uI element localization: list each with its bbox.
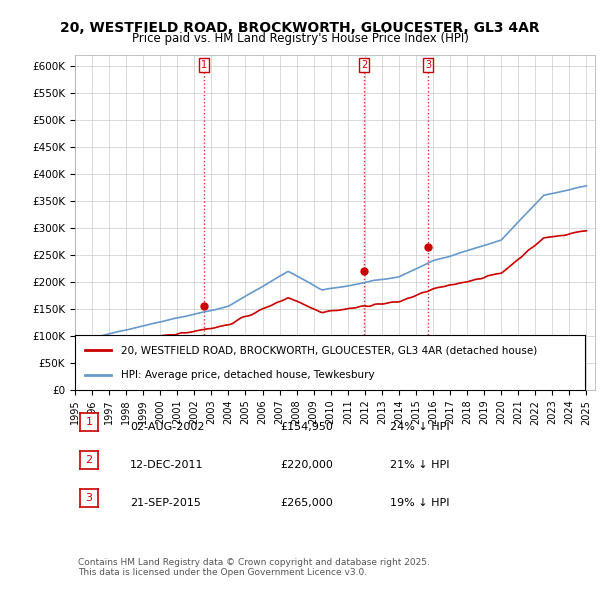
Text: 3: 3	[425, 60, 431, 70]
Text: £154,950: £154,950	[280, 422, 333, 432]
Text: 1: 1	[86, 417, 92, 427]
Text: 2: 2	[85, 455, 92, 465]
Text: 2: 2	[361, 60, 367, 70]
Text: 02-AUG-2002: 02-AUG-2002	[130, 422, 205, 432]
Text: 19% ↓ HPI: 19% ↓ HPI	[390, 499, 449, 509]
Text: 20, WESTFIELD ROAD, BROCKWORTH, GLOUCESTER, GL3 4AR (detached house): 20, WESTFIELD ROAD, BROCKWORTH, GLOUCEST…	[121, 345, 537, 355]
Text: Contains HM Land Registry data © Crown copyright and database right 2025.
This d: Contains HM Land Registry data © Crown c…	[78, 558, 430, 577]
Text: Price paid vs. HM Land Registry's House Price Index (HPI): Price paid vs. HM Land Registry's House …	[131, 32, 469, 45]
Text: 1: 1	[201, 60, 207, 70]
Text: 12-DEC-2011: 12-DEC-2011	[130, 460, 203, 470]
Text: 21% ↓ HPI: 21% ↓ HPI	[390, 460, 449, 470]
Text: HPI: Average price, detached house, Tewkesbury: HPI: Average price, detached house, Tewk…	[121, 369, 374, 379]
Text: 3: 3	[86, 493, 92, 503]
Text: £265,000: £265,000	[280, 499, 333, 509]
Text: £220,000: £220,000	[280, 460, 333, 470]
Text: 20, WESTFIELD ROAD, BROCKWORTH, GLOUCESTER, GL3 4AR: 20, WESTFIELD ROAD, BROCKWORTH, GLOUCEST…	[60, 21, 540, 35]
Text: 21-SEP-2015: 21-SEP-2015	[130, 499, 201, 509]
Text: 24% ↓ HPI: 24% ↓ HPI	[390, 422, 449, 432]
